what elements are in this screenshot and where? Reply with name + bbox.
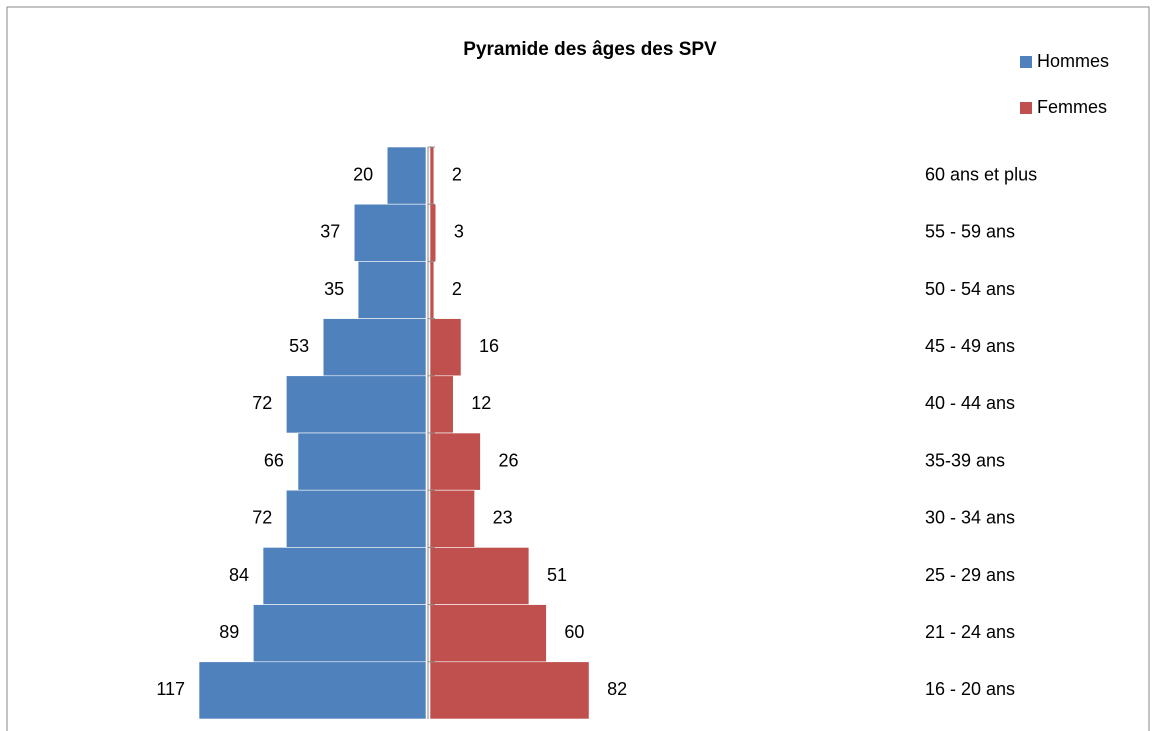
category-label: 30 - 34 ans xyxy=(925,508,1015,528)
data-label: 35 xyxy=(324,279,344,299)
legend-label: Femmes xyxy=(1037,97,1107,117)
data-label: 26 xyxy=(498,450,518,470)
category-label: 35-39 ans xyxy=(925,450,1005,470)
data-label: 89 xyxy=(219,622,239,642)
data-label: 53 xyxy=(289,336,309,356)
chart-border xyxy=(6,6,1150,731)
bar-femmes xyxy=(429,146,435,205)
data-label: 2 xyxy=(452,279,462,299)
bar-femmes xyxy=(429,375,454,434)
bar-hommes xyxy=(198,661,427,720)
bar-hommes xyxy=(253,604,427,663)
bar-femmes xyxy=(429,547,530,605)
category-label: 25 - 29 ans xyxy=(925,565,1015,585)
bar-hommes xyxy=(322,318,427,377)
legend-swatch xyxy=(1020,102,1032,114)
data-label: 16 xyxy=(479,336,499,356)
data-label: 51 xyxy=(547,565,567,585)
bar-femmes xyxy=(429,432,481,491)
bar-femmes xyxy=(429,661,590,720)
bar-femmes xyxy=(429,604,547,663)
data-label: 23 xyxy=(493,508,513,528)
category-label: 40 - 44 ans xyxy=(925,393,1015,413)
data-label: 84 xyxy=(229,565,249,585)
data-label: 12 xyxy=(471,393,491,413)
bar-hommes xyxy=(262,547,427,605)
data-label: 3 xyxy=(454,222,464,242)
data-label: 2 xyxy=(452,164,462,184)
category-label: 55 - 59 ans xyxy=(925,222,1015,242)
bar-femmes xyxy=(429,261,435,319)
category-label: 60 ans et plus xyxy=(925,164,1037,184)
category-label: 16 - 20 ans xyxy=(925,679,1015,699)
bar-hommes xyxy=(353,203,427,262)
bar-hommes xyxy=(386,146,427,205)
category-label: 45 - 49 ans xyxy=(925,336,1015,356)
bar-hommes xyxy=(357,261,427,319)
bar-femmes xyxy=(429,203,437,262)
data-label: 117 xyxy=(156,679,185,699)
bar-hommes xyxy=(286,375,427,434)
bar-femmes xyxy=(429,318,462,377)
bar-hommes xyxy=(286,489,427,548)
data-label: 72 xyxy=(252,508,272,528)
legend-label: Hommes xyxy=(1037,51,1109,71)
legend-swatch xyxy=(1020,56,1032,68)
bar-hommes xyxy=(297,432,427,491)
data-label: 82 xyxy=(607,679,627,699)
category-label: 21 - 24 ans xyxy=(925,622,1015,642)
chart-title: Pyramide des âges des SPV xyxy=(463,39,717,60)
data-label: 37 xyxy=(320,222,340,242)
bar-femmes xyxy=(429,489,475,548)
data-label: 20 xyxy=(353,164,373,184)
data-label: 60 xyxy=(564,622,584,642)
category-label: 50 - 54 ans xyxy=(925,279,1015,299)
data-label: 72 xyxy=(252,393,272,413)
data-label: 66 xyxy=(264,450,284,470)
